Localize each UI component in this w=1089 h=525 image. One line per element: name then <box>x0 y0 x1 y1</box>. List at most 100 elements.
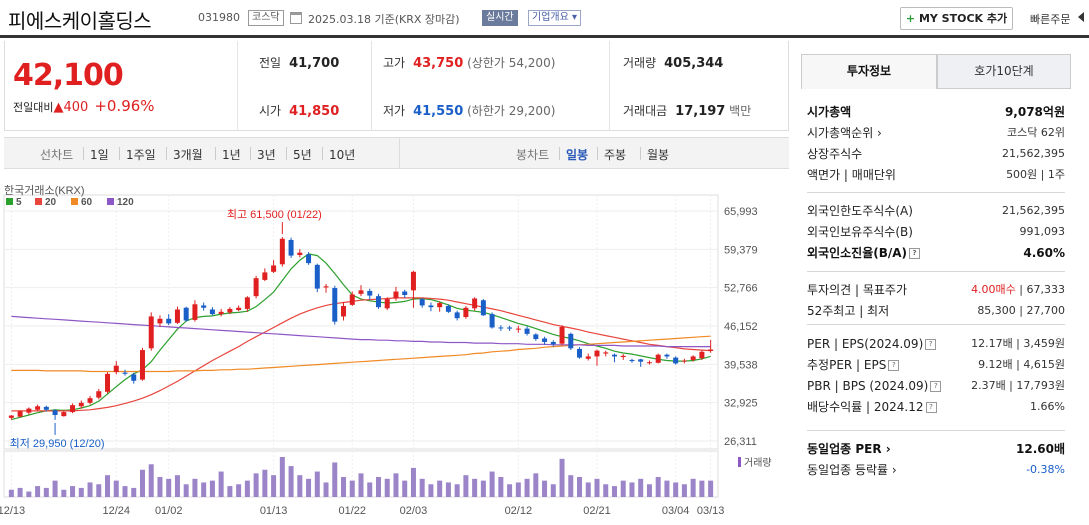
candle-body <box>629 359 635 362</box>
volume-bar <box>17 487 23 497</box>
info-row-label: PER | EPS(2024.09)? <box>807 334 937 354</box>
period-weekly[interactable]: 주봉 <box>604 148 627 162</box>
period-1y[interactable]: 1년 <box>222 148 241 162</box>
period-monthly[interactable]: 월봉 <box>647 148 670 162</box>
volume-bar <box>393 473 399 497</box>
candle-body <box>358 290 364 294</box>
candle-body <box>218 311 224 315</box>
line-chart-label[interactable]: 선차트 <box>40 148 74 162</box>
volume-bar <box>113 480 119 497</box>
candle-body <box>35 406 41 410</box>
candle-body <box>603 352 609 354</box>
volume-bar <box>192 478 198 497</box>
company-info-button[interactable]: 기업개요 ▾ <box>528 10 581 26</box>
volume-bar <box>428 484 434 497</box>
candle-body <box>454 312 460 319</box>
volume-bar <box>87 482 93 497</box>
info-row: 외국인한도주식수(A) 21,562,395 <box>807 201 1065 221</box>
info-row-value: 21,562,395 <box>1002 204 1065 217</box>
candle-body <box>253 278 259 297</box>
volume-bar <box>524 478 530 497</box>
caret-left-icon[interactable] <box>1078 12 1084 22</box>
prev-close: 전일 41,700 <box>259 56 340 71</box>
info-row-label: 추정PER | EPS? <box>807 355 900 375</box>
period-daily[interactable]: 일봉 <box>566 148 589 162</box>
info-row-value: 991,093 <box>1019 225 1066 238</box>
volume-bar <box>70 486 76 497</box>
period-3y[interactable]: 3년 <box>257 148 276 162</box>
period-1w[interactable]: 1주일 <box>126 148 156 162</box>
info-icon[interactable]: ? <box>888 360 900 371</box>
candle-body <box>61 412 67 417</box>
date-basis: 2025.03.18 기준(KRX 장마감) <box>308 13 460 26</box>
info-row-label: 동일업종 등락률 › <box>807 463 897 477</box>
candle-body <box>201 305 207 308</box>
info-icon[interactable]: ? <box>925 402 937 413</box>
legend-label: 5 <box>16 197 22 208</box>
volume-bar <box>349 480 355 497</box>
volume-bar <box>253 473 259 497</box>
info-icon[interactable]: ? <box>930 381 942 392</box>
info-row: PER | EPS(2024.09)? 12.17배 | 3,459원 <box>807 334 1065 354</box>
volume-bar <box>568 475 574 497</box>
candle-body <box>52 410 58 415</box>
info-row-value: 4.00매수 | 67,333 <box>971 283 1065 296</box>
candle-body <box>139 350 145 380</box>
candle-body <box>174 309 180 323</box>
my-stock-add-button[interactable]: + MY STOCK 추가 <box>900 7 1013 30</box>
info-row[interactable]: 동일업종 등락률 › -0.38% <box>807 460 1065 480</box>
candle-chart-label[interactable]: 봉차트 <box>516 148 550 162</box>
ma-line-20 <box>11 297 711 412</box>
candle-body <box>131 374 137 381</box>
info-row: 액면가 | 매매단위 500원 | 1주 <box>807 165 1065 185</box>
volume-bar <box>148 464 154 497</box>
volume-bar <box>174 475 180 497</box>
info-row[interactable]: 시가총액순위 › 코스닥 62위 <box>807 123 1065 143</box>
period-3m[interactable]: 3개월 <box>173 148 203 162</box>
volume-bar <box>673 482 679 497</box>
candle-body <box>244 297 250 309</box>
volume-bar <box>638 478 644 497</box>
candle-body <box>393 291 399 299</box>
y-tick-label: 46,152 <box>724 321 758 333</box>
candle-body <box>480 300 486 316</box>
candle-body <box>419 299 425 306</box>
volume-bar <box>78 487 84 497</box>
x-tick-label: 01/02 <box>155 505 183 517</box>
volume-bar <box>507 484 513 497</box>
price-chart-svg[interactable]: 65,993 59,379 52,766 46,152 39,538 32,925 26,3… <box>0 181 790 521</box>
quick-order-link[interactable]: 빠른주문 <box>1030 13 1071 26</box>
candle-body <box>166 318 172 324</box>
volume-bar <box>61 489 67 497</box>
volume-bar <box>52 480 58 497</box>
chart-source: 한국거래소(KRX) <box>4 184 85 197</box>
candle-body <box>341 306 347 317</box>
info-row-label: 배당수익률 | 2024.12? <box>807 397 937 417</box>
stock-code: 031980 <box>198 11 240 24</box>
candle-body <box>585 356 591 359</box>
period-1d[interactable]: 1일 <box>90 148 109 162</box>
live-badge[interactable]: 실시간 <box>482 10 518 26</box>
info-row-label: 동일업종 PER › <box>807 442 891 456</box>
info-row: 상장주식수 21,562,395 <box>807 144 1065 164</box>
info-row[interactable]: 동일업종 PER › 12.60배 <box>807 439 1065 459</box>
high-price: 고가 43,750 (상한가 54,200) <box>383 56 556 71</box>
candle-body <box>507 327 513 329</box>
period-10y[interactable]: 10년 <box>329 148 356 162</box>
legend-swatch <box>35 198 42 205</box>
info-icon[interactable]: ? <box>925 339 937 350</box>
period-5y[interactable]: 5년 <box>293 148 312 162</box>
info-tabs: 투자정보 호가10단계 <box>801 54 1071 89</box>
low-annotation: 최저 29,950 (12/20) <box>10 437 105 450</box>
up-arrow-icon: ▲ <box>53 100 64 115</box>
legend-label: 120 <box>117 197 134 208</box>
info-icon[interactable]: ? <box>909 248 921 259</box>
volume-bar <box>166 478 172 497</box>
volume-bar <box>629 482 635 497</box>
volume-bar <box>358 473 364 497</box>
tab-order-book[interactable]: 호가10단계 <box>937 54 1071 89</box>
candle-body <box>410 271 416 291</box>
candle-body <box>183 307 189 321</box>
price-chart[interactable]: 65,993 59,379 52,766 46,152 39,538 32,925 26,3… <box>0 181 790 521</box>
tab-investment-info[interactable]: 투자정보 <box>801 54 937 89</box>
